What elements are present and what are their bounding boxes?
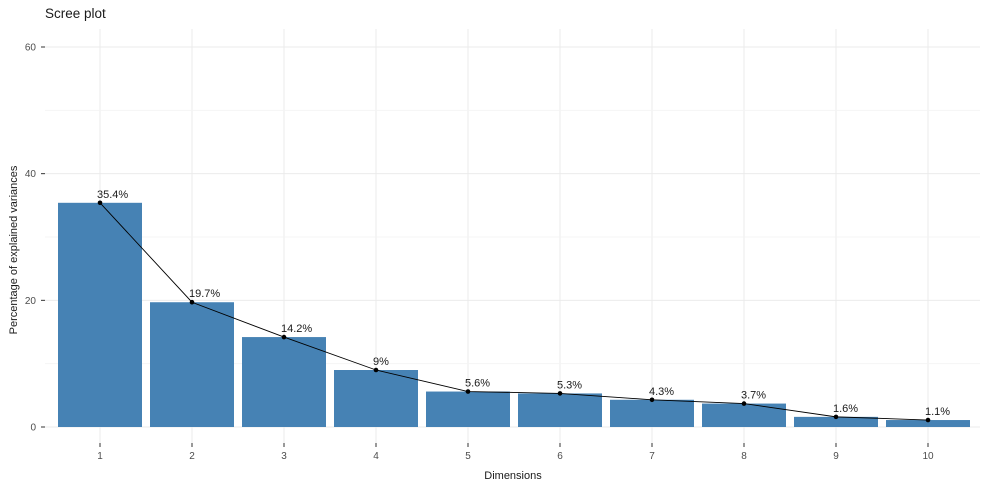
data-point-label: 5.6% (465, 378, 490, 390)
bar (610, 399, 694, 427)
data-point (97, 200, 103, 206)
bar (702, 403, 786, 427)
data-point-label: 35.4% (97, 189, 128, 201)
chart-title: Scree plot (45, 6, 106, 21)
data-point-label: 3.7% (741, 390, 766, 402)
y-tick-label: 60 (25, 43, 37, 54)
bar (150, 302, 234, 427)
data-point-label: 1.1% (925, 406, 950, 418)
data-point (649, 397, 655, 403)
x-tick-label: 3 (281, 451, 287, 462)
bar (886, 420, 970, 427)
x-axis-title: Dimensions (484, 470, 542, 482)
bar (58, 202, 142, 427)
x-tick-label: 5 (465, 451, 471, 462)
data-point-label: 14.2% (281, 323, 312, 335)
data-point-label: 9% (373, 356, 389, 368)
x-tick-label: 7 (649, 451, 655, 462)
data-point-label: 4.3% (649, 386, 674, 398)
y-tick-label: 40 (25, 169, 37, 180)
x-tick-label: 8 (741, 451, 747, 462)
data-point (465, 389, 471, 394)
data-point (373, 367, 379, 373)
x-tick-label: 6 (557, 451, 563, 462)
data-point-label: 1.6% (833, 403, 858, 415)
data-point-label: 19.7% (189, 288, 220, 300)
x-tick-label: 2 (189, 451, 195, 462)
variance-line (99, 202, 929, 421)
x-tick-label: 10 (922, 451, 934, 462)
bar (794, 416, 878, 427)
bar (426, 391, 510, 427)
data-point (189, 299, 195, 305)
data-point (925, 417, 931, 423)
data-point (741, 401, 747, 406)
x-tick-label: 9 (833, 451, 839, 462)
data-point (281, 334, 287, 340)
bar (242, 337, 326, 427)
data-point (833, 414, 839, 420)
y-tick-label: 0 (30, 423, 36, 434)
data-point (557, 391, 563, 396)
x-tick-label: 1 (97, 451, 103, 462)
data-point-label: 5.3% (557, 379, 582, 391)
x-tick-label: 4 (373, 451, 379, 462)
y-tick-label: 20 (25, 296, 37, 307)
bar (334, 370, 418, 427)
bar (518, 393, 602, 427)
